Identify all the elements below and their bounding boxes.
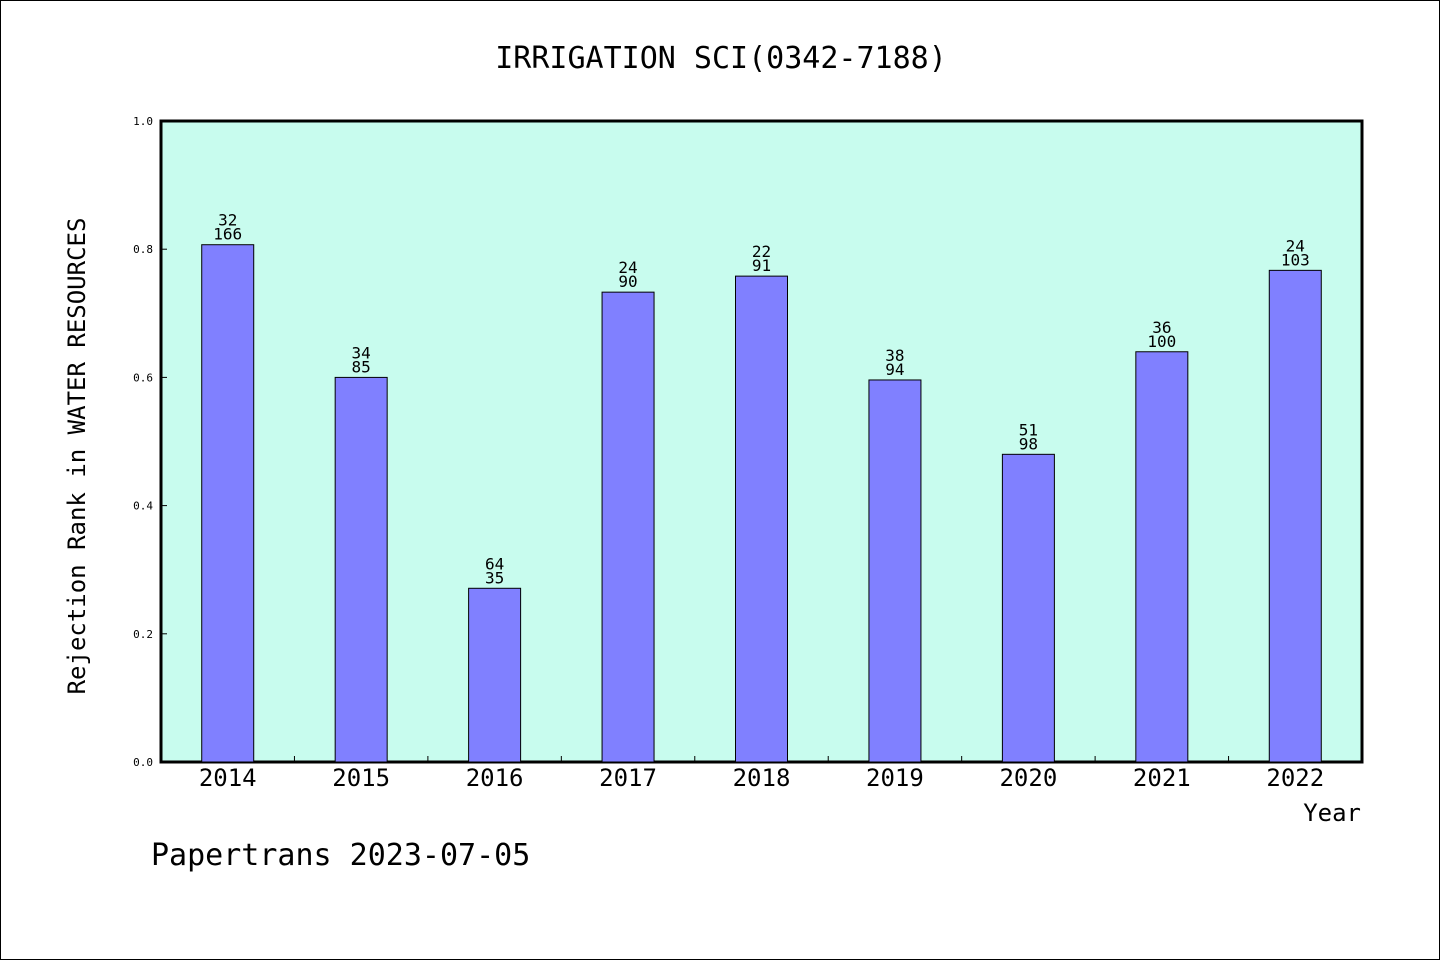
bar-label-bottom-2018: 91 bbox=[752, 256, 771, 275]
y-tick-label: 1.0 bbox=[133, 115, 153, 128]
bar-2014 bbox=[201, 244, 255, 763]
bar-label-top-2022: 24 bbox=[1286, 236, 1305, 255]
y-tick-label: 0.8 bbox=[133, 243, 153, 256]
bar-label-top-2015: 34 bbox=[352, 343, 371, 362]
x-tick-label-2014: 2014 bbox=[199, 764, 257, 792]
bar-label-top-2016: 64 bbox=[485, 554, 504, 573]
y-tick-label: 0.2 bbox=[133, 628, 153, 641]
x-axis-ticks: 2014 2015 2016 2017 2018 2019 2020 2021 2022 bbox=[199, 756, 1324, 792]
x-axis-label: Year bbox=[1303, 799, 1361, 827]
bar-2015 bbox=[334, 376, 388, 763]
x-tick-label-2019: 2019 bbox=[866, 764, 924, 792]
bar-2016 bbox=[468, 587, 522, 763]
bar-2017 bbox=[601, 291, 655, 763]
x-tick-label-2017: 2017 bbox=[599, 764, 657, 792]
bar-2022 bbox=[1268, 269, 1322, 763]
bar-2020 bbox=[1001, 453, 1055, 763]
x-tick-label-2016: 2016 bbox=[466, 764, 524, 792]
bar-label-top-2017: 24 bbox=[618, 258, 637, 277]
bar-label-bottom-2021: 100 bbox=[1147, 332, 1176, 351]
bar-label-bottom-2019: 94 bbox=[885, 360, 904, 379]
x-tick-label-2020: 2020 bbox=[999, 764, 1057, 792]
bar-label-top-2018: 22 bbox=[752, 242, 771, 261]
footer-text: Papertrans 2023-07-05 bbox=[151, 838, 530, 873]
y-tick-label: 0.4 bbox=[133, 500, 153, 513]
bar-label-bottom-2014: 166 bbox=[213, 225, 242, 244]
y-axis-ticks: 0.0 0.2 0.4 0.6 0.8 1.0 bbox=[133, 115, 167, 769]
bar-2018 bbox=[735, 275, 788, 763]
bar-2021 bbox=[1135, 351, 1189, 763]
bar-label-top-2020: 51 bbox=[1019, 420, 1038, 439]
bar-label-top-2019: 38 bbox=[885, 346, 904, 365]
x-tick-label-2018: 2018 bbox=[733, 764, 791, 792]
bar-label-bottom-2016: 35 bbox=[485, 568, 504, 587]
bar-label-top-2014: 32 bbox=[218, 211, 237, 230]
bar-label-bottom-2015: 85 bbox=[352, 357, 371, 376]
x-tick-label-2022: 2022 bbox=[1266, 764, 1324, 792]
bar-2019 bbox=[868, 379, 922, 763]
x-tick-label-2015: 2015 bbox=[332, 764, 390, 792]
chart-title: IRRIGATION SCI(0342-7188) bbox=[495, 41, 947, 76]
y-axis-label: Rejection Rank in WATER RESOURCES bbox=[63, 218, 91, 695]
x-tick-label-2021: 2021 bbox=[1133, 764, 1191, 792]
bar-label-bottom-2017: 90 bbox=[618, 272, 637, 291]
bar-label-bottom-2020: 98 bbox=[1019, 434, 1038, 453]
bar-label-bottom-2022: 103 bbox=[1281, 250, 1310, 269]
bar-label-top-2021: 36 bbox=[1152, 318, 1171, 337]
y-tick-label: 0.0 bbox=[133, 756, 153, 769]
y-tick-label: 0.6 bbox=[133, 371, 153, 384]
